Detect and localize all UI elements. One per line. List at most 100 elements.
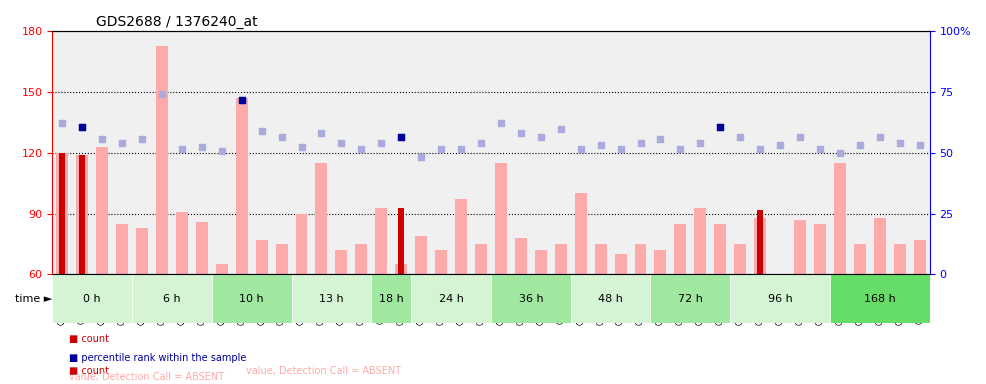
Bar [595, 244, 606, 274]
Point [672, 146, 688, 152]
Bar [854, 244, 866, 274]
Bar [575, 194, 587, 274]
Point [712, 124, 728, 130]
Bar [515, 238, 527, 274]
Text: ■ count: ■ count [69, 334, 109, 344]
Point [194, 144, 210, 150]
Text: 13 h: 13 h [319, 294, 344, 304]
FancyBboxPatch shape [731, 274, 830, 323]
Point [792, 134, 808, 140]
FancyBboxPatch shape [372, 274, 411, 323]
Text: ■ count: ■ count [69, 366, 109, 376]
Point [532, 134, 548, 140]
Bar [156, 46, 168, 274]
FancyBboxPatch shape [491, 274, 571, 323]
Point [234, 97, 249, 103]
Text: 96 h: 96 h [768, 294, 793, 304]
Point [812, 146, 828, 152]
Point [174, 146, 189, 152]
Point [852, 142, 868, 148]
Point [74, 124, 90, 130]
Point [214, 148, 230, 154]
Bar [495, 163, 507, 274]
Text: value, Detection Call = ABSENT: value, Detection Call = ABSENT [69, 372, 224, 382]
FancyBboxPatch shape [571, 274, 651, 323]
Bar [893, 244, 906, 274]
Point [393, 134, 409, 140]
Bar [674, 224, 686, 274]
Bar [456, 199, 467, 274]
FancyBboxPatch shape [292, 274, 372, 323]
Point [374, 140, 389, 146]
Point [593, 142, 608, 148]
FancyBboxPatch shape [651, 274, 731, 323]
Bar [355, 244, 368, 274]
Text: 10 h: 10 h [240, 294, 264, 304]
Bar [655, 250, 667, 274]
Point [633, 140, 649, 146]
Text: 168 h: 168 h [864, 294, 895, 304]
Point [333, 140, 349, 146]
Point [912, 142, 928, 148]
Bar [176, 212, 188, 274]
FancyBboxPatch shape [52, 274, 132, 323]
Bar [475, 244, 487, 274]
Bar [794, 220, 806, 274]
Point [493, 119, 509, 126]
Point [154, 91, 170, 97]
Bar [914, 240, 926, 274]
Text: 24 h: 24 h [439, 294, 463, 304]
Point [612, 146, 628, 152]
Point [513, 129, 528, 136]
Bar [757, 210, 763, 274]
Point [234, 97, 249, 103]
Bar [614, 254, 626, 274]
Bar [59, 153, 65, 274]
Text: GDS2688 / 1376240_at: GDS2688 / 1376240_at [96, 15, 257, 29]
Text: 36 h: 36 h [519, 294, 543, 304]
Point [752, 146, 768, 152]
Point [74, 124, 90, 130]
Bar [398, 207, 404, 274]
Text: 6 h: 6 h [163, 294, 180, 304]
Point [54, 119, 70, 126]
Bar [834, 163, 846, 274]
Text: 18 h: 18 h [379, 294, 403, 304]
Point [892, 140, 908, 146]
Point [253, 127, 269, 134]
Bar [814, 224, 826, 274]
Bar [874, 218, 885, 274]
Bar [296, 214, 308, 274]
Bar [735, 244, 746, 274]
Text: 48 h: 48 h [599, 294, 623, 304]
Point [553, 126, 569, 132]
Bar [376, 207, 387, 274]
Bar [255, 240, 267, 274]
Point [294, 144, 310, 150]
Bar [79, 155, 85, 274]
Point [653, 136, 669, 142]
Bar [236, 98, 247, 274]
Point [733, 134, 748, 140]
Point [274, 134, 290, 140]
Bar [635, 244, 647, 274]
Point [573, 146, 589, 152]
FancyBboxPatch shape [411, 274, 491, 323]
Point [454, 146, 469, 152]
Point [134, 136, 150, 142]
Bar [76, 155, 88, 274]
Point [772, 142, 788, 148]
Bar [555, 244, 567, 274]
Bar [56, 153, 68, 274]
Point [353, 146, 369, 152]
Bar [395, 264, 407, 274]
Bar [754, 218, 766, 274]
Bar [335, 250, 347, 274]
Point [872, 134, 887, 140]
FancyBboxPatch shape [132, 274, 212, 323]
Bar [534, 250, 547, 274]
Point [712, 124, 728, 130]
Point [314, 129, 329, 136]
Bar [415, 236, 427, 274]
Point [832, 150, 848, 156]
